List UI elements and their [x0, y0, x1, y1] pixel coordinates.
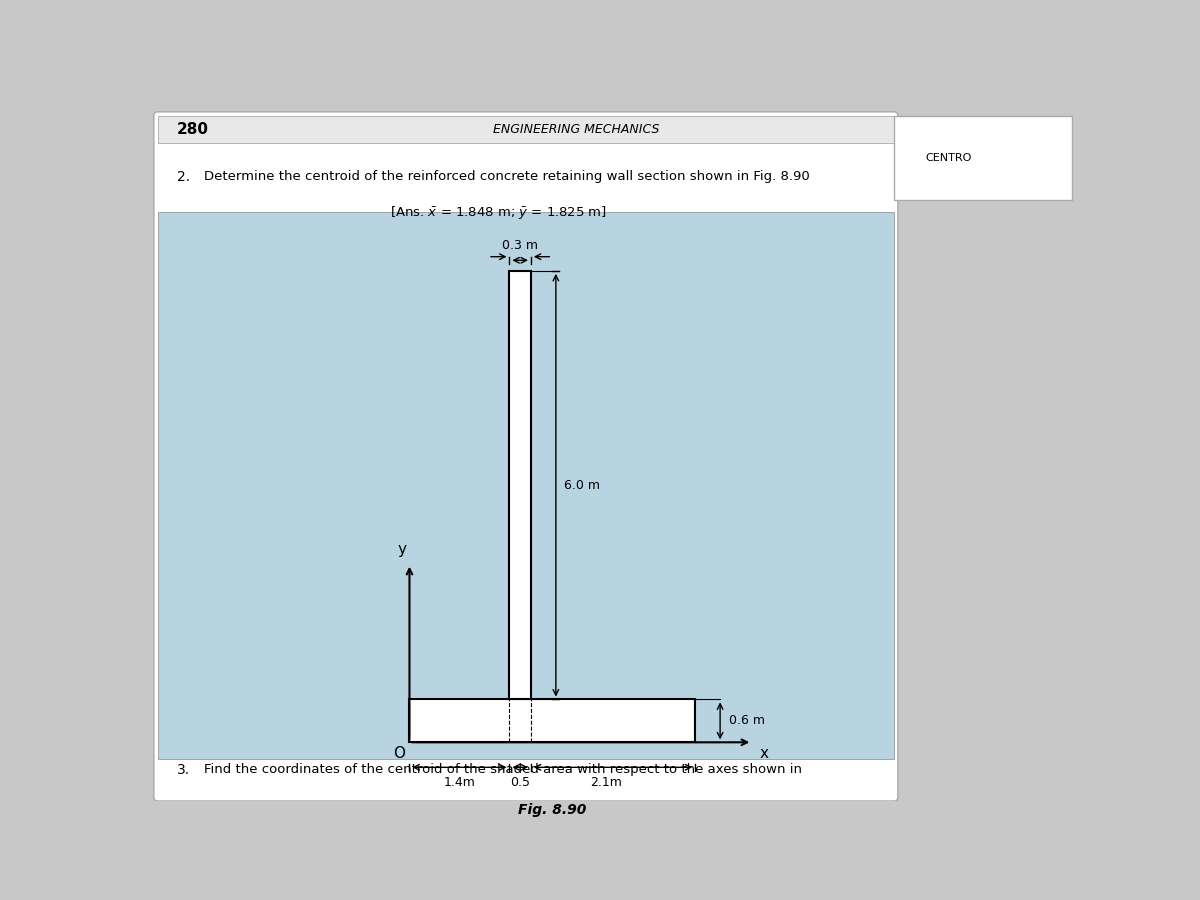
Text: O: O [392, 746, 404, 760]
Text: 1.4m: 1.4m [444, 776, 475, 789]
Text: y: y [398, 542, 407, 556]
Text: 2.1m: 2.1m [590, 776, 622, 789]
Text: Find the coordinates of the centroid of the shaded area with respect to the axes: Find the coordinates of the centroid of … [204, 762, 803, 776]
Bar [157, 212, 894, 759]
Text: x: x [760, 746, 768, 760]
Bar [157, 116, 894, 142]
Text: Fig. 8.90: Fig. 8.90 [518, 803, 587, 817]
Bar [894, 116, 1073, 201]
Text: 0.3 m: 0.3 m [502, 238, 538, 252]
Text: 0.5: 0.5 [510, 776, 530, 789]
Text: 280: 280 [178, 122, 209, 137]
Text: Determine the centroid of the reinforced concrete retaining wall section shown i: Determine the centroid of the reinforced… [204, 169, 810, 183]
Text: 2.: 2. [178, 169, 191, 184]
Text: 3.: 3. [178, 762, 191, 777]
Text: 0.6 m: 0.6 m [728, 715, 764, 727]
Text: ENGINEERING MECHANICS: ENGINEERING MECHANICS [493, 123, 660, 136]
Bar [409, 699, 695, 742]
Text: CENTRO: CENTRO [925, 153, 971, 163]
FancyBboxPatch shape [154, 112, 898, 801]
Text: 6.0 m: 6.0 m [564, 479, 600, 491]
Text: [Ans. $\bar{x}$ = 1.848 m; $\bar{y}$ = 1.825 m]: [Ans. $\bar{x}$ = 1.848 m; $\bar{y}$ = 1… [390, 204, 607, 221]
Bar [510, 271, 530, 699]
